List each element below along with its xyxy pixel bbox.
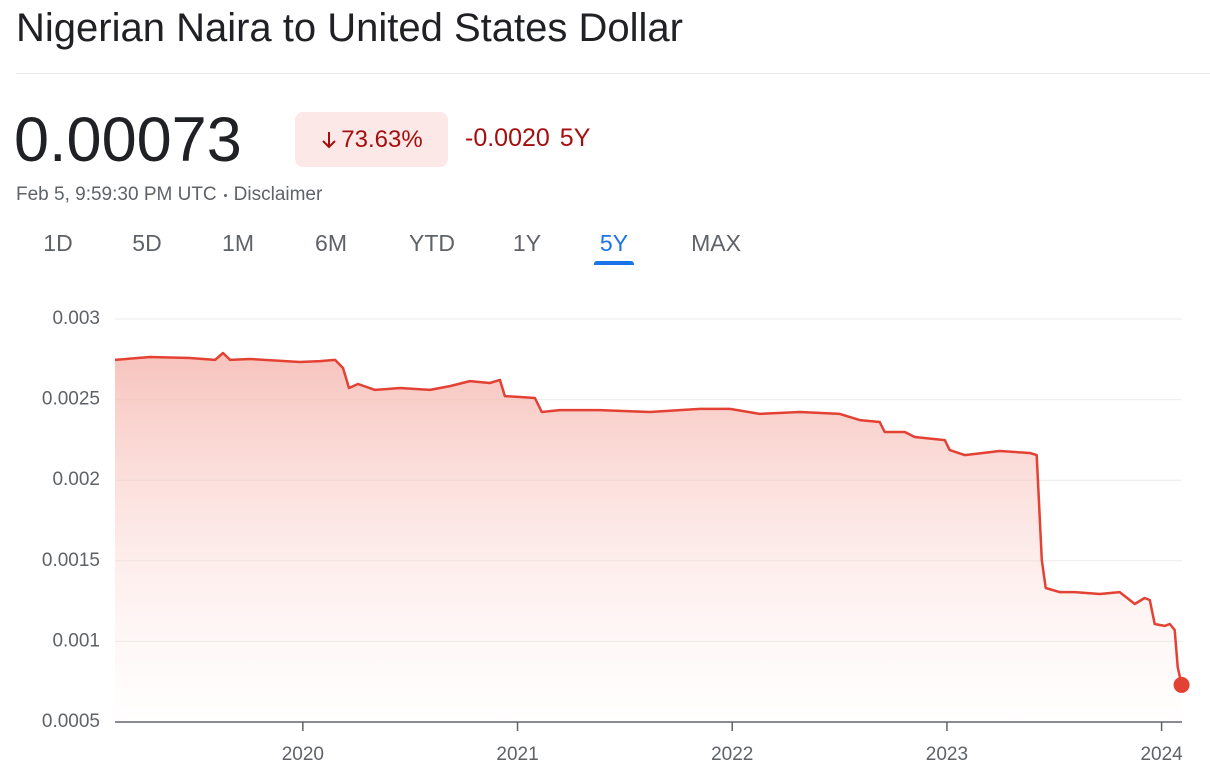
disclaimer-link[interactable]: Disclaimer [233, 184, 323, 205]
range-tab[interactable]: 1Y [512, 230, 542, 256]
range-tabs: 1D 5D 1M 6M YTD 1Y 5Y MAX [0, 230, 800, 274]
separator-dot [223, 193, 227, 197]
change-percent: 73.63% [341, 125, 423, 153]
change-badge: 73.63% [295, 112, 448, 167]
x-tick-label: 2024 [1140, 744, 1183, 765]
price: 0.00073 [14, 105, 242, 175]
divider [16, 73, 1210, 74]
change-value: -0.0020 [465, 124, 550, 152]
down-arrow-icon [322, 131, 337, 148]
range-tab[interactable]: 1D [43, 230, 73, 256]
timestamp: Feb 5, 9:59:30 PM UTC [16, 184, 217, 205]
meta-row: Feb 5, 9:59:30 PM UTC Disclaimer [16, 184, 322, 206]
y-tick-label: 0.0005 [42, 711, 100, 732]
range-tab[interactable]: 5Y [593, 230, 635, 265]
x-tick-label: 2020 [282, 744, 324, 765]
range-tab[interactable]: YTD [409, 230, 455, 256]
last-point [1173, 676, 1190, 693]
x-tick-label: 2021 [496, 744, 538, 765]
x-tick-label: 2023 [926, 744, 968, 765]
page-title: Nigerian Naira to United States Dollar [16, 6, 683, 50]
price-line [114, 351, 1183, 686]
range-tab[interactable]: 6M [315, 230, 347, 256]
range-tab[interactable]: 5D [132, 230, 162, 256]
x-tick-label: 2022 [711, 744, 753, 765]
y-tick-label: 0.002 [52, 469, 100, 490]
y-tick-label: 0.0025 [42, 389, 100, 410]
range-tab[interactable]: MAX [691, 230, 741, 256]
y-tick-label: 0.0015 [42, 550, 100, 571]
y-tick-label: 0.001 [52, 630, 100, 651]
chart: 0.003 0.0025 0.002 0.0015 0.001 0.0005 2020 202… [42, 308, 1190, 765]
change-row: -0.0020 5Y [465, 124, 590, 153]
area-fill [115, 353, 1182, 722]
range-tab[interactable]: 1M [222, 230, 254, 256]
change-period: 5Y [559, 124, 591, 152]
y-tick-label: 0.003 [52, 308, 100, 329]
